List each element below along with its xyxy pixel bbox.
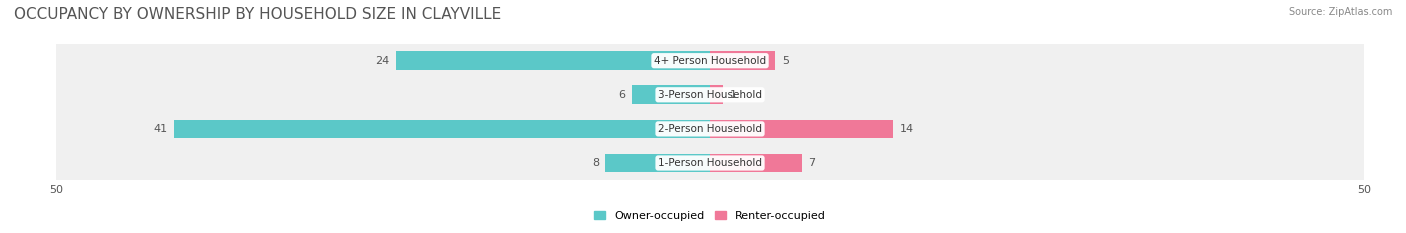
Bar bbox=[56, 146, 1364, 180]
Bar bbox=[710, 51, 776, 70]
Text: 7: 7 bbox=[808, 158, 815, 168]
Text: 3-Person Household: 3-Person Household bbox=[658, 90, 762, 100]
Text: 4+ Person Household: 4+ Person Household bbox=[654, 56, 766, 66]
Bar bbox=[56, 44, 1364, 78]
Text: 1-Person Household: 1-Person Household bbox=[658, 158, 762, 168]
Text: 1: 1 bbox=[730, 90, 737, 100]
Text: 14: 14 bbox=[900, 124, 914, 134]
Bar bbox=[710, 86, 723, 104]
Text: 2-Person Household: 2-Person Household bbox=[658, 124, 762, 134]
Bar bbox=[396, 51, 710, 70]
Text: 5: 5 bbox=[782, 56, 789, 66]
Bar bbox=[606, 154, 710, 172]
Bar bbox=[56, 78, 1364, 112]
Bar bbox=[710, 120, 893, 138]
Bar bbox=[56, 112, 1364, 146]
Text: 8: 8 bbox=[592, 158, 599, 168]
Legend: Owner-occupied, Renter-occupied: Owner-occupied, Renter-occupied bbox=[593, 211, 827, 221]
Bar bbox=[710, 154, 801, 172]
Bar bbox=[631, 86, 710, 104]
Text: Source: ZipAtlas.com: Source: ZipAtlas.com bbox=[1288, 7, 1392, 17]
Text: 6: 6 bbox=[619, 90, 626, 100]
Text: 24: 24 bbox=[375, 56, 389, 66]
Text: OCCUPANCY BY OWNERSHIP BY HOUSEHOLD SIZE IN CLAYVILLE: OCCUPANCY BY OWNERSHIP BY HOUSEHOLD SIZE… bbox=[14, 7, 502, 22]
Bar bbox=[174, 120, 710, 138]
Text: 41: 41 bbox=[153, 124, 167, 134]
